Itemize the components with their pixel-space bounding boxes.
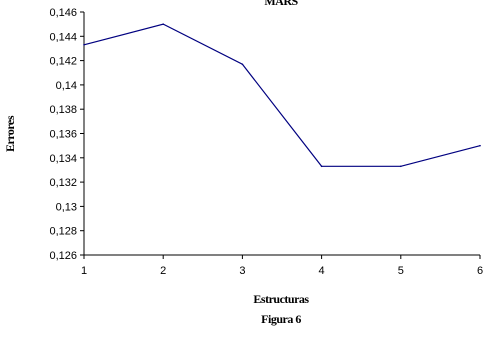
x-tick-label: 1 [81,265,87,277]
x-tick-label: 5 [398,265,404,277]
y-axis-ticks: 0,126 0,128 0,13 0,132 0,134 0,136 0,138 0,14 0,… [49,7,84,262]
y-tick-label: 0,126 [49,250,77,262]
y-tick-label: 0,146 [49,7,77,19]
data-point [320,165,323,168]
y-tick-label: 0,136 [49,129,77,141]
x-tick-label: 4 [319,265,325,277]
x-tick-label: 6 [477,265,483,277]
x-tick-label: 2 [160,265,166,277]
y-tick-label: 0,138 [49,104,77,116]
x-axis-ticks: 1 2 3 4 5 6 [81,255,483,277]
x-axis-title: Estructuras [253,292,309,306]
y-tick-label: 0,14 [56,80,77,92]
y-tick-label: 0,13 [56,201,77,213]
data-point [479,144,481,147]
y-tick-label: 0,144 [49,31,77,43]
chart-title: MARS [264,0,298,8]
y-tick-label: 0,134 [49,153,77,165]
data-point [162,23,164,25]
data-point [241,63,244,66]
y-axis-title: Errores [3,115,17,152]
x-tick-label: 3 [239,265,245,277]
series-layer [83,23,481,168]
y-tick-label: 0,132 [49,177,77,189]
series-line [83,23,481,167]
data-point [83,44,85,46]
figure-caption: Figura 6 [261,312,301,326]
y-tick-label: 0,128 [49,226,77,238]
data-point [400,165,402,168]
y-tick-label: 0,142 [49,56,77,68]
